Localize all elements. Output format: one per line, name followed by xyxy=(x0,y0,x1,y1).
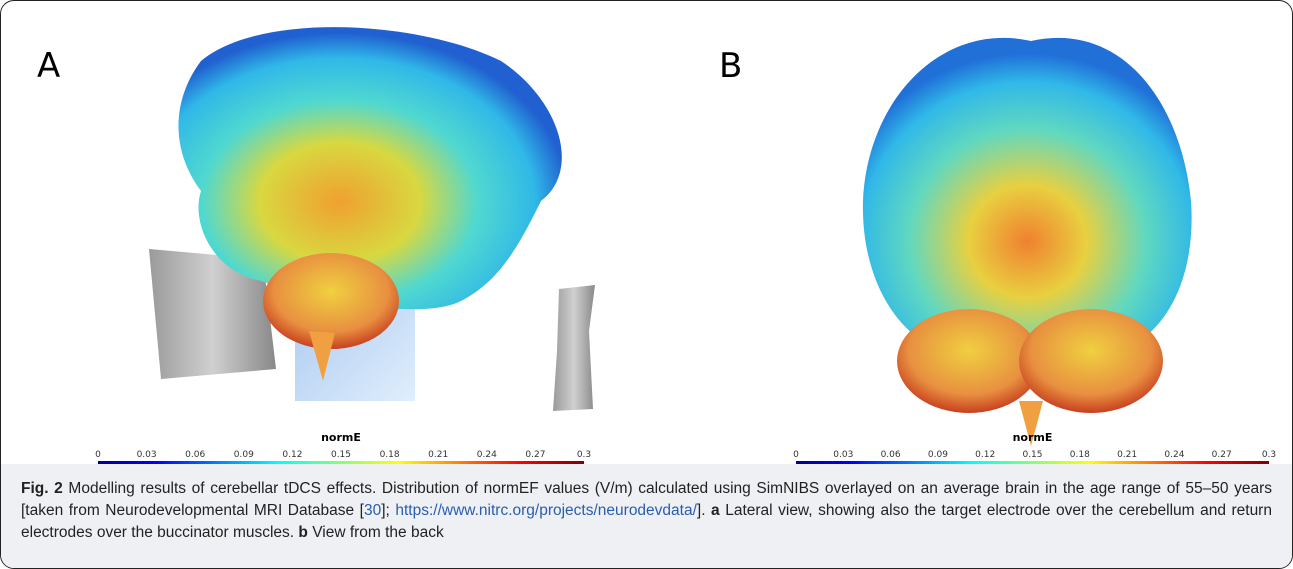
colorbar-tick-label: 0.03 xyxy=(833,450,853,460)
colorbar-title: normE xyxy=(321,431,361,444)
colorbar-tick-label: 0.24 xyxy=(1164,450,1184,460)
colorbar-tick-label: 0.06 xyxy=(185,450,205,460)
colorbar-tick-label: 0.3 xyxy=(1262,450,1276,460)
part-label: b xyxy=(298,524,307,541)
colorbar-tick-label: 0.18 xyxy=(380,450,400,460)
part-label: a xyxy=(711,502,720,519)
panel-label: A xyxy=(37,46,60,86)
url-link[interactable]: https://www.nitrc.org/projects/neurodevd… xyxy=(395,502,697,519)
colorbar-tick-label: 0.03 xyxy=(137,450,157,460)
colorbar-tick-label: 0.27 xyxy=(525,450,545,460)
figure-label: Fig. 2 xyxy=(21,480,63,497)
colorbar-tick-label: 0.21 xyxy=(428,450,448,460)
figure-image: A B normE 0 0.03 0.06 0.09 0.12 0.15 0.18 0.21 0.… xyxy=(1,1,1292,464)
colorbar-tick-label: 0.06 xyxy=(881,450,901,460)
cerebellum xyxy=(1019,309,1163,413)
colorbar-tick-label: 0.12 xyxy=(975,450,995,460)
colorbar-tick-label: 0 xyxy=(95,450,101,460)
electrode xyxy=(553,285,595,411)
brain xyxy=(863,38,1192,351)
colorbar-tick-label: 0.27 xyxy=(1212,450,1232,460)
colorbar-tick-label: 0.15 xyxy=(1022,450,1042,460)
caption-text: View from the back xyxy=(308,524,444,541)
caption-text: ]. xyxy=(697,502,711,519)
colorbar-tick-label: 0.09 xyxy=(928,450,948,460)
colorbar-tick-label: 0.3 xyxy=(577,450,591,460)
colorbar-tick-label: 0.15 xyxy=(331,450,351,460)
reference-link[interactable]: 30 xyxy=(364,502,381,519)
colorbar-tick-label: 0.21 xyxy=(1117,450,1137,460)
colorbar-tick-label: 0 xyxy=(793,450,799,460)
colorbar-tick-label: 0.18 xyxy=(1070,450,1090,460)
colorbar-tick-label: 0.24 xyxy=(477,450,497,460)
caption: Fig. 2 Modelling results of cerebellar t… xyxy=(1,464,1292,568)
figure: A B normE 0 0.03 0.06 0.09 0.12 0.15 0.18 0.21 0.… xyxy=(0,0,1293,569)
caption-text: ]; xyxy=(381,502,395,519)
panel-label: B xyxy=(719,46,742,86)
colorbar-title: normE xyxy=(1013,431,1053,444)
colorbar-tick-label: 0.12 xyxy=(282,450,302,460)
colorbar-tick-label: 0.09 xyxy=(234,450,254,460)
